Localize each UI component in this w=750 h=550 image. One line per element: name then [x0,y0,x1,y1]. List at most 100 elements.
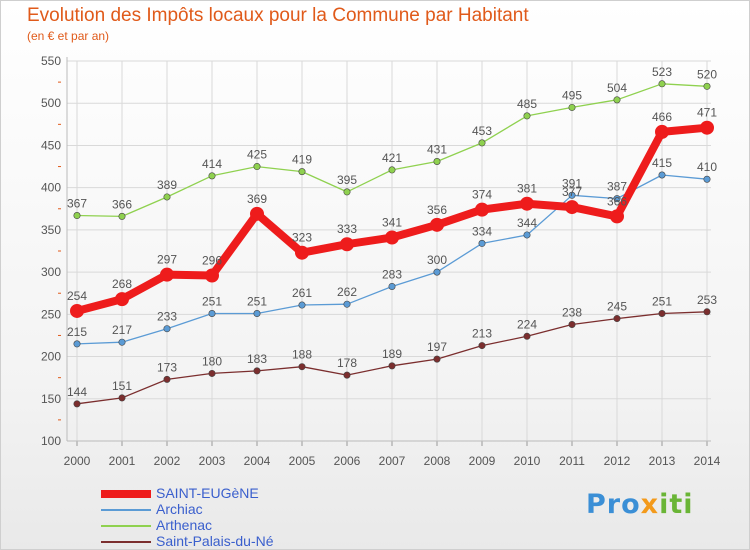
data-point-archiac [73,340,81,348]
data-label-saint-eug-ne: 381 [517,182,537,196]
data-point-arthenac [253,163,261,171]
data-point-saint-palais-du-n- [343,371,351,379]
data-label-arthenac: 520 [697,67,717,81]
data-point-saint-eug-ne [295,245,309,260]
data-point-saint-eug-ne [520,196,534,211]
data-label-saint-eug-ne: 296 [202,253,222,267]
x-tick-label: 2007 [379,454,406,468]
data-label-arthenac: 485 [517,97,537,111]
data-label-saint-palais-du-n-: 245 [607,300,627,314]
data-label-saint-palais-du-n-: 178 [337,356,357,370]
data-label-saint-eug-ne: 333 [337,222,357,236]
data-label-archiac: 217 [112,323,132,337]
data-point-saint-eug-ne [610,209,624,224]
data-label-arthenac: 366 [112,197,132,211]
data-label-arthenac: 504 [607,81,627,95]
data-point-saint-palais-du-n- [73,400,81,408]
x-tick-label: 2004 [244,454,271,468]
data-label-saint-palais-du-n-: 183 [247,352,267,366]
data-label-saint-palais-du-n-: 224 [517,317,537,331]
data-label-saint-palais-du-n-: 251 [652,294,672,308]
data-label-saint-eug-ne: 254 [67,289,87,303]
legend-label-saint-eug-ne: SAINT-EUGèNE [156,485,259,501]
data-point-arthenac [208,172,216,180]
data-point-saint-eug-ne [115,292,129,307]
data-label-arthenac: 431 [427,142,447,156]
legend-swatch-archiac [101,509,151,511]
y-tick-label: 500 [41,96,61,110]
data-point-saint-eug-ne [205,268,219,283]
data-point-archiac [478,239,486,247]
y-tick-label: 450 [41,138,61,152]
y-tick-label: 350 [41,223,61,237]
data-point-arthenac [703,82,711,90]
data-point-saint-palais-du-n- [118,394,126,402]
data-label-saint-palais-du-n-: 144 [67,385,87,399]
x-tick-label: 2012 [604,454,631,468]
data-point-arthenac [118,212,126,220]
data-label-archiac: 251 [202,294,222,308]
data-point-saint-eug-ne [475,202,489,217]
data-label-arthenac: 414 [202,157,222,171]
data-label-saint-eug-ne: 466 [652,110,672,124]
data-label-arthenac: 421 [382,151,402,165]
x-tick-label: 2014 [694,454,721,468]
data-label-archiac: 262 [337,285,357,299]
x-tick-label: 2002 [154,454,181,468]
data-label-archiac: 415 [652,156,672,170]
y-tick-label: 250 [41,307,61,321]
data-point-arthenac [658,80,666,88]
proxiti-logo: Proxiti [586,489,694,520]
data-point-saint-palais-du-n- [658,309,666,317]
y-tick-label: 100 [41,434,61,448]
data-labels: 215 217 233 251 251 261 262 283 300 334 344 391 387 4… [67,65,717,399]
data-point-saint-palais-du-n- [568,320,576,328]
data-point-arthenac [523,112,531,120]
data-point-archiac [658,171,666,179]
legend-label-saint-palais-du-n-: Saint-Palais-du-Né [156,533,274,549]
data-label-archiac: 251 [247,294,267,308]
chart-subtitle: (en € et par an) [27,29,110,43]
data-point-arthenac [298,168,306,176]
data-point-archiac [298,301,306,309]
data-point-saint-eug-ne [70,303,84,318]
x-tick-label: 2011 [559,454,585,468]
data-label-arthenac: 419 [292,153,312,167]
data-point-saint-palais-du-n- [613,315,621,323]
data-label-archiac: 334 [472,224,492,238]
logo-part-pro: Pro [586,489,641,520]
axes: 100 150 200 250 300 350 400 450 500 550 2000 2001 20… [41,54,721,468]
data-label-archiac: 261 [292,286,312,300]
data-point-saint-eug-ne [385,230,399,245]
data-label-saint-palais-du-n-: 213 [472,327,492,341]
data-point-saint-eug-ne [250,206,264,221]
grid-lines [67,60,711,442]
data-point-saint-palais-du-n- [703,308,711,316]
x-tick-label: 2008 [424,454,451,468]
data-point-archiac [703,175,711,183]
data-label-archiac: 391 [562,176,582,190]
data-point-saint-palais-du-n- [208,369,216,377]
data-point-saint-palais-du-n- [523,332,531,340]
data-label-saint-palais-du-n-: 197 [427,340,447,354]
data-point-arthenac [478,139,486,147]
data-label-arthenac: 389 [157,178,177,192]
data-label-saint-eug-ne: 369 [247,192,267,206]
x-tick-label: 2010 [514,454,541,468]
x-tick-label: 2000 [64,454,91,468]
data-label-archiac: 233 [157,310,177,324]
data-label-saint-palais-du-n-: 188 [292,348,312,362]
y-tick-label: 550 [41,54,61,68]
legend-label-archiac: Archiac [156,501,203,517]
data-label-archiac: 300 [427,253,447,267]
data-label-arthenac: 453 [472,124,492,138]
x-tick-label: 2009 [469,454,496,468]
y-tick-label: 200 [41,350,61,364]
data-label-saint-eug-ne: 374 [472,188,492,202]
legend-label-arthenac: Arthenac [156,517,213,533]
x-tick-label: 2005 [289,454,316,468]
logo-part-x: x [640,489,660,520]
chart-title: Evolution des Impôts locaux pour la Comm… [27,5,529,26]
data-label-saint-palais-du-n-: 151 [112,379,132,393]
